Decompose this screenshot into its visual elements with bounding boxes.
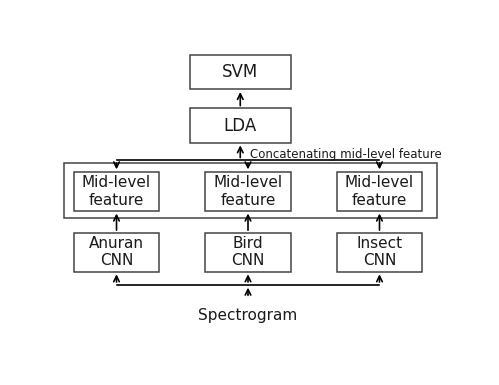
Text: Mid-level
feature: Mid-level feature xyxy=(214,175,282,208)
Text: Concatenating mid-level feature: Concatenating mid-level feature xyxy=(250,148,442,161)
Text: Bird
CNN: Bird CNN xyxy=(232,236,264,268)
FancyBboxPatch shape xyxy=(337,172,422,211)
FancyBboxPatch shape xyxy=(206,233,290,271)
FancyBboxPatch shape xyxy=(74,233,159,271)
FancyBboxPatch shape xyxy=(337,233,422,271)
Text: Spectrogram: Spectrogram xyxy=(199,308,297,323)
Text: LDA: LDA xyxy=(224,117,257,134)
Text: Mid-level
feature: Mid-level feature xyxy=(345,175,414,208)
FancyBboxPatch shape xyxy=(206,172,290,211)
Text: Mid-level
feature: Mid-level feature xyxy=(82,175,151,208)
FancyBboxPatch shape xyxy=(64,163,438,218)
Text: Anuran
CNN: Anuran CNN xyxy=(89,236,144,268)
Text: Insect
CNN: Insect CNN xyxy=(356,236,403,268)
FancyBboxPatch shape xyxy=(190,55,290,89)
FancyBboxPatch shape xyxy=(74,172,159,211)
Text: SVM: SVM xyxy=(222,63,258,81)
FancyBboxPatch shape xyxy=(190,109,290,142)
